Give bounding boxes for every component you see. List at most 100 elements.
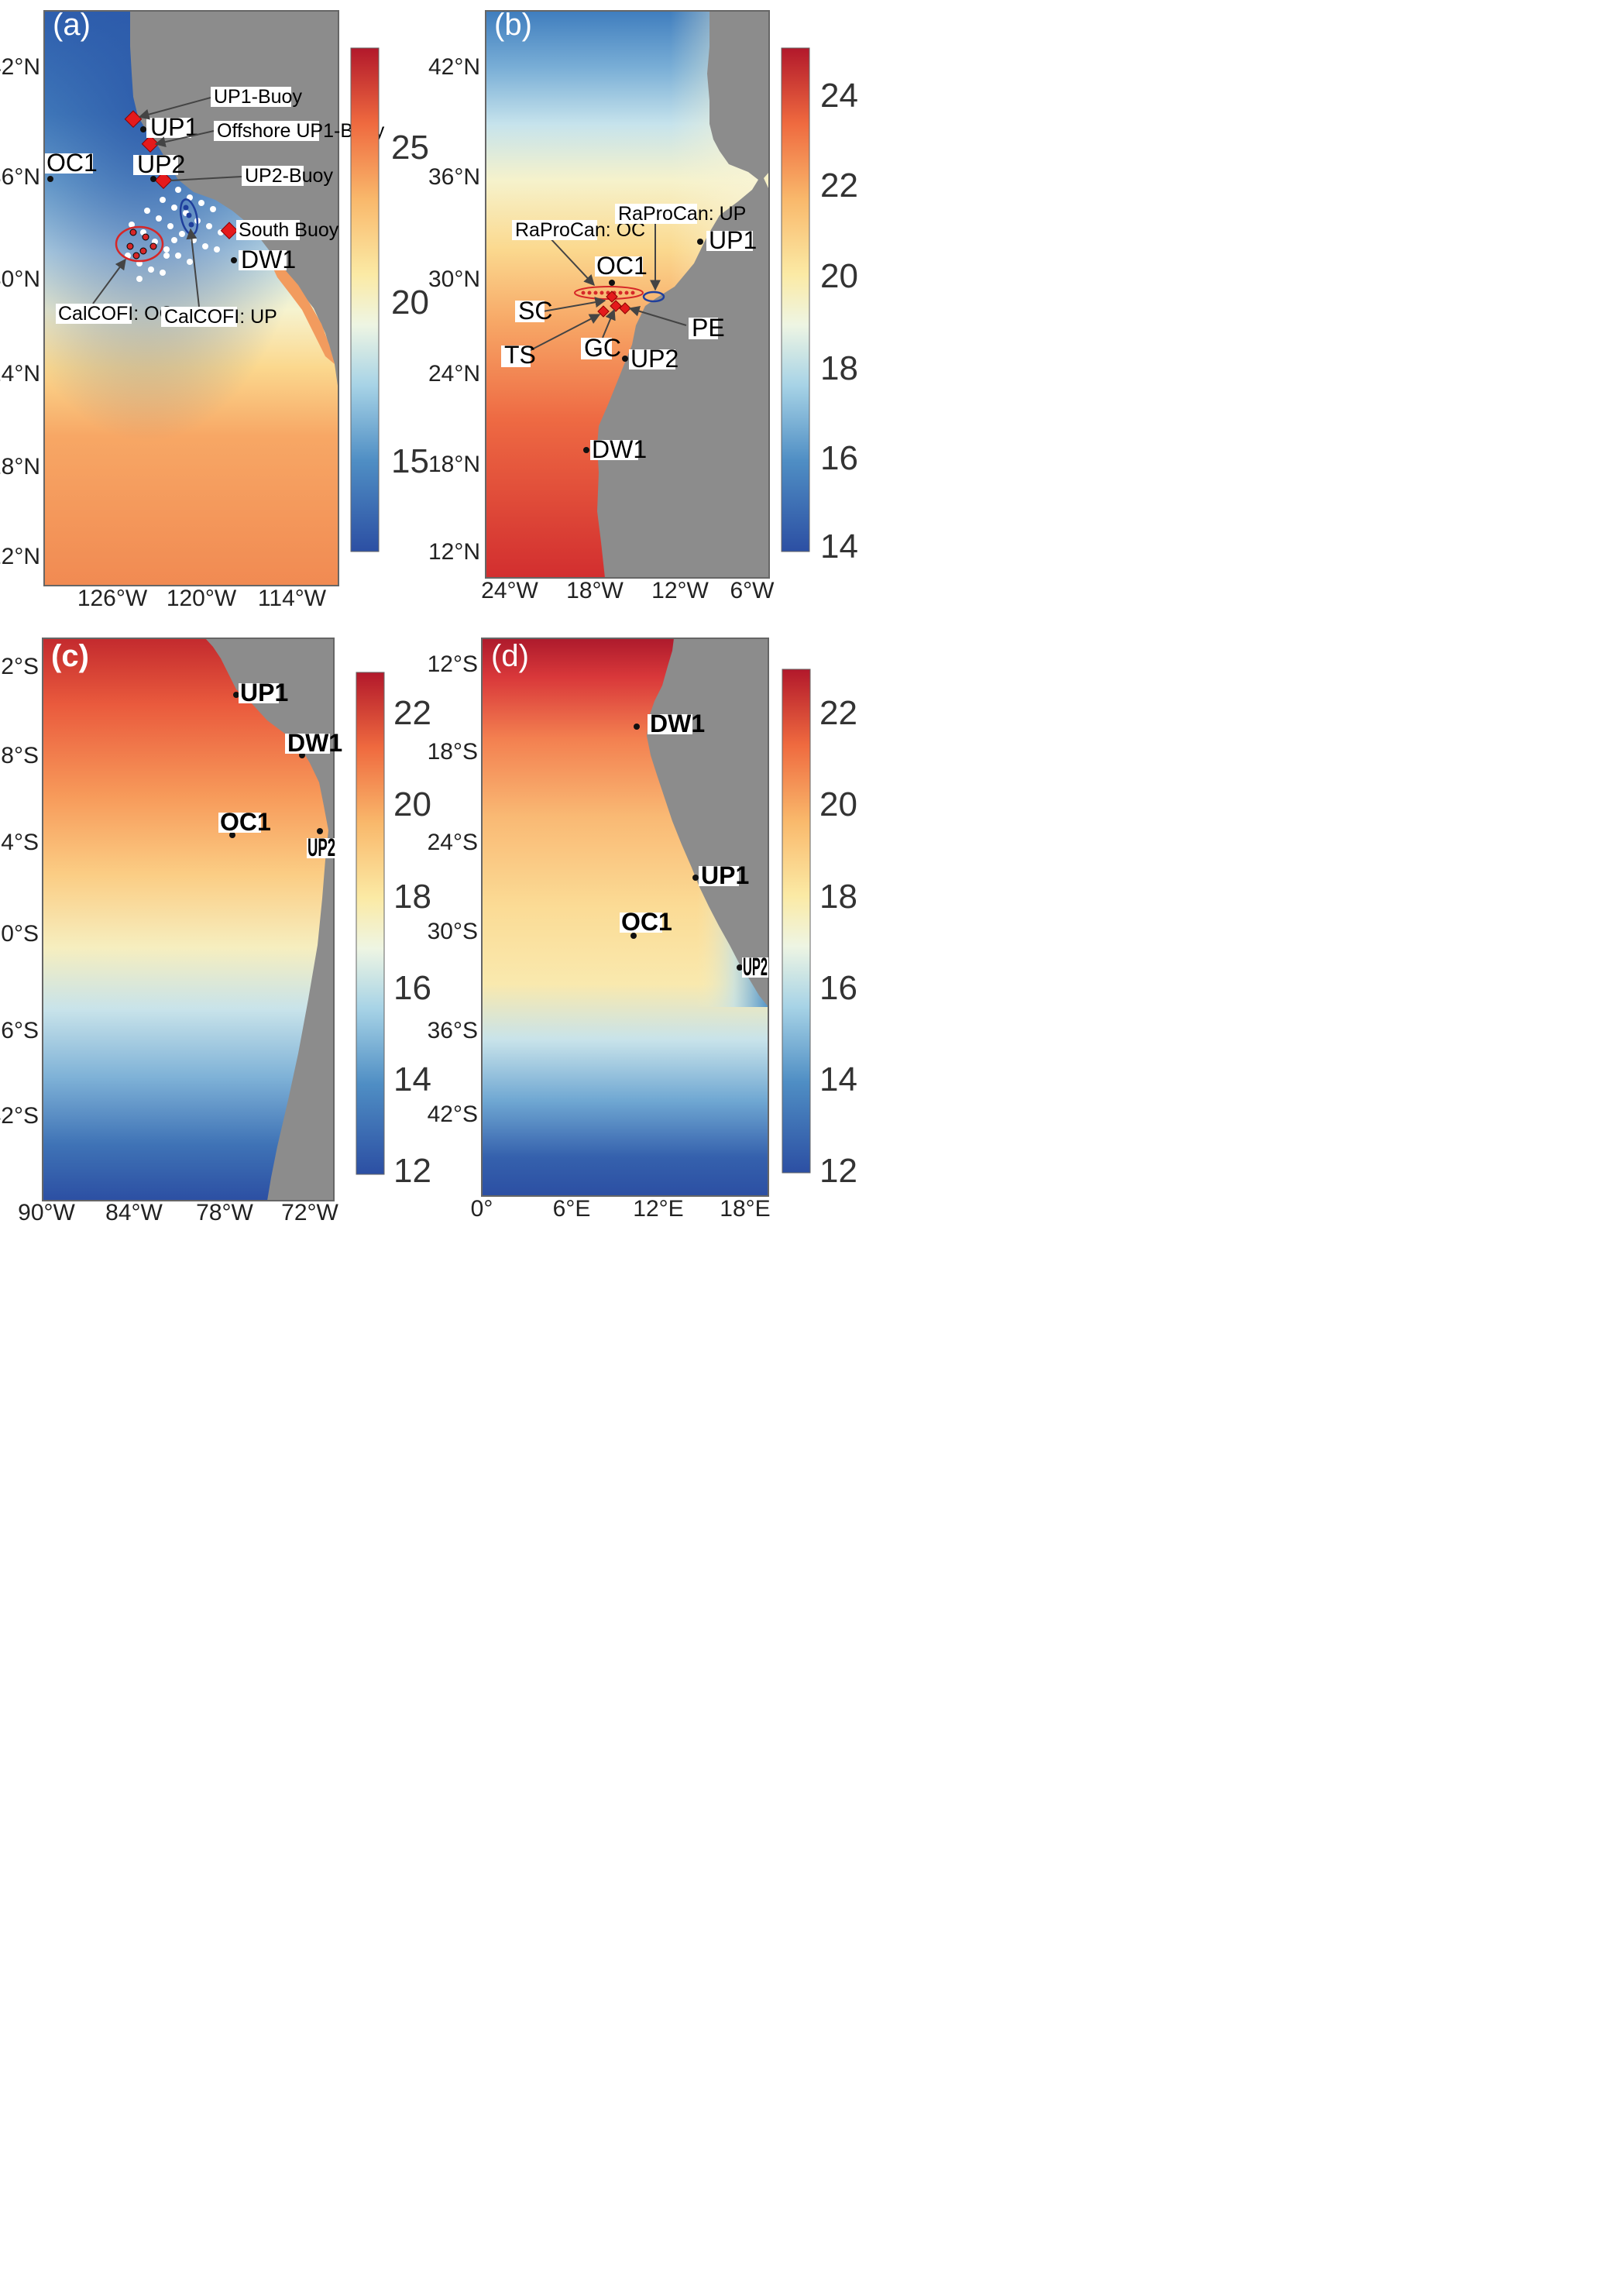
colorbar-a <box>350 47 380 552</box>
panel-b-tag: (b) <box>494 8 532 42</box>
colorbar-b-tick-2: 20 <box>820 257 858 295</box>
lon-tick-a-2: 114°W <box>258 586 327 611</box>
station-label-dw1-d: DW1 <box>650 710 705 737</box>
lon-tick-b-3: 6°W <box>730 578 775 603</box>
lon-tick-a-0: 126°W <box>77 586 148 611</box>
lon-tick-c-2: 78°W <box>196 1200 253 1225</box>
calcofi-up-dots <box>183 205 194 228</box>
lat-tick-d-3: 30°S <box>428 919 478 944</box>
station-label-up1-c: UP1 <box>240 679 288 706</box>
lat-tick-b-2: 30°N <box>428 266 480 292</box>
buoy-label-south: South Buoy <box>239 219 339 241</box>
colorbar-d-tick-1: 20 <box>819 785 857 823</box>
panel-b-land <box>597 11 769 578</box>
colorbar-b-tick-0: 24 <box>820 77 858 115</box>
lon-tick-c-3: 72°W <box>281 1200 338 1225</box>
colorbar-b <box>781 47 810 552</box>
colorbar-d <box>782 669 811 1174</box>
lat-tick-a-2: 30°N <box>0 266 40 292</box>
lat-tick-a-1: 36°N <box>0 164 40 190</box>
panel-c-tag: (c) <box>51 639 89 673</box>
lat-tick-b-4: 18°N <box>428 452 480 477</box>
calcofi-grid <box>125 187 224 282</box>
colorbar-c-tick-1: 20 <box>393 785 431 823</box>
station-label-oc1-b: OC1 <box>596 252 648 280</box>
lat-tick-c-5: 42°S <box>0 1103 39 1129</box>
station-label-up2-c: UP2 <box>307 834 335 861</box>
panel-d: (d) DW1 UP1 OC1 UP2 12°S 18°S 24°S 30°S … <box>428 638 857 1222</box>
panel-b: (b) UP1 OC1 UP2 DW1 Ra <box>428 8 858 603</box>
colorbar-a-tick-2: 15 <box>391 442 429 480</box>
station-label-oc1-a: OC1 <box>46 149 98 177</box>
colorbar-d-tick-5: 12 <box>819 1152 857 1190</box>
site-label-gc: GC <box>584 334 621 362</box>
lon-tick-d-3: 18°E <box>720 1196 770 1222</box>
colorbar-a-tick-0: 25 <box>391 129 429 167</box>
colorbar-d-tick-0: 22 <box>819 694 857 732</box>
lat-tick-b-5: 12°N <box>428 539 480 565</box>
station-label-dw1-a: DW1 <box>241 246 296 273</box>
lat-tick-d-0: 12°S <box>428 651 478 677</box>
panel-a-tag: (a) <box>53 8 91 42</box>
lon-tick-d-2: 12°E <box>633 1196 683 1222</box>
lon-tick-b-2: 12°W <box>651 578 709 603</box>
lat-tick-b-1: 36°N <box>428 164 480 190</box>
station-label-up2-b: UP2 <box>630 345 679 373</box>
raprocan-up-region <box>642 290 665 303</box>
lat-tick-d-4: 36°S <box>428 1018 478 1043</box>
colorbar-b-tick-4: 16 <box>820 439 858 477</box>
panel-c: (c) UP1 DW1 OC1 UP2 12°S 18°S 24°S 30°S … <box>0 638 431 1225</box>
panel-d-frame <box>481 638 769 1197</box>
station-label-up2-d: UP2 <box>743 953 768 981</box>
colorbar-c-tick-3: 16 <box>393 969 431 1007</box>
region-label-calcofi-oc: CalCOFI: OC <box>58 303 173 325</box>
colorbar-a-tick-1: 20 <box>391 284 429 321</box>
lon-tick-d-1: 6°E <box>553 1196 591 1222</box>
lat-tick-a-3: 24°N <box>0 361 40 387</box>
panel-d-station-dots <box>630 724 743 971</box>
lat-tick-b-3: 24°N <box>428 361 480 387</box>
buoy-label-up1: UP1-Buoy <box>214 86 302 108</box>
panel-a-station-dots <box>47 126 237 263</box>
calcofi-oc-dots <box>126 229 157 260</box>
lat-tick-a-5: 12°N <box>0 544 40 569</box>
lat-tick-c-3: 30°S <box>0 921 39 947</box>
panel-a-buoys <box>124 110 239 240</box>
lat-tick-d-2: 24°S <box>428 830 478 855</box>
station-label-dw1-c: DW1 <box>287 729 342 757</box>
station-label-up1-d: UP1 <box>701 861 749 889</box>
calcofi-oc-region <box>115 225 164 263</box>
lat-tick-d-1: 18°S <box>428 739 478 765</box>
station-label-up1-b: UP1 <box>709 226 757 254</box>
panel-b-station-dots <box>583 239 703 453</box>
lon-tick-a-1: 120°W <box>167 586 237 611</box>
panel-a: (a) <box>0 8 429 611</box>
colorbar-d-tick-3: 16 <box>819 969 857 1007</box>
lon-tick-c-1: 84°W <box>105 1200 163 1225</box>
colorbar-b-tick-1: 22 <box>820 167 858 205</box>
lat-tick-d-5: 42°S <box>428 1102 478 1127</box>
panel-c-frame <box>42 638 335 1201</box>
site-label-sc: SC <box>518 297 552 325</box>
colorbar-c-tick-5: 12 <box>393 1152 431 1190</box>
station-label-oc1-d: OC1 <box>621 908 672 936</box>
panel-a-frame <box>43 10 339 586</box>
panel-b-mediterranean <box>764 172 769 190</box>
lat-tick-a-0: 42°N <box>0 54 40 80</box>
station-label-oc1-c: OC1 <box>220 808 271 836</box>
lat-tick-c-0: 12°S <box>0 654 39 679</box>
lon-tick-b-1: 18°W <box>566 578 624 603</box>
panel-a-gulf <box>267 256 335 364</box>
panel-d-tag: (d) <box>491 639 529 673</box>
colorbar-b-tick-5: 14 <box>820 528 858 565</box>
lat-tick-c-2: 24°S <box>0 830 39 855</box>
lon-tick-b-0: 24°W <box>481 578 538 603</box>
colorbar-c-tick-2: 18 <box>393 878 431 916</box>
colorbar-d-tick-2: 18 <box>819 878 857 916</box>
station-label-up2-a: UP2 <box>137 150 185 178</box>
station-label-dw1-b: DW1 <box>592 435 647 463</box>
panel-c-land <box>205 638 334 1201</box>
site-label-ts: TS <box>504 341 536 369</box>
colorbar-b-tick-3: 18 <box>820 349 858 387</box>
colorbar-c-tick-4: 14 <box>393 1060 431 1098</box>
